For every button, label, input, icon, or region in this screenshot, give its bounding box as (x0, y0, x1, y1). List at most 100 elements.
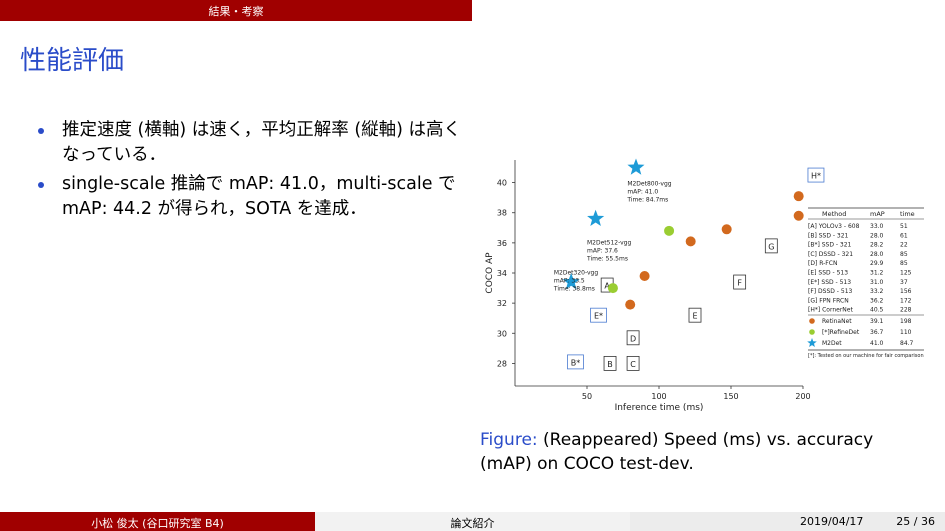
x-tick-label: 100 (651, 392, 666, 401)
section-header: 結果・考察 (0, 0, 472, 21)
x-tick-label: 150 (723, 392, 738, 401)
footer-right-cell: 2019/04/17 25 / 36 (630, 512, 945, 531)
y-tick-label: 32 (497, 299, 507, 308)
method-box-label: A (604, 282, 610, 291)
footer: 小松 俊太 (谷口研究室 B4) 論文紹介 2019/04/17 25 / 36 (0, 512, 945, 531)
point-annotation: mAP: 37.6 (587, 247, 618, 254)
method-box-label: E (692, 312, 697, 321)
table-cell: 85 (900, 251, 908, 258)
point-annotation: Time: 84.7ms (626, 197, 668, 204)
caption-label: Figure: (480, 430, 538, 450)
legend-time: 110 (900, 329, 912, 336)
bullet-dot-icon (38, 182, 44, 188)
bullet-item: 推定速度 (横軸) は速く，平均正解率 (縦軸) は高くなっている． (38, 118, 478, 168)
table-header: mAP (870, 210, 885, 218)
method-box-label: B* (571, 358, 581, 367)
table-cell: 85 (900, 260, 908, 267)
method-box-label: H* (811, 172, 821, 181)
table-cell: 61 (900, 232, 908, 239)
point-annotation: M2Det320-vgg (554, 270, 598, 277)
bullet-text: 推定速度 (横軸) は速く，平均正解率 (縦軸) は高くなっている． (62, 120, 462, 165)
table-cell: 22 (900, 242, 908, 249)
table-cell: [D] R-FCN (808, 260, 837, 267)
table-header: Method (822, 210, 846, 218)
table-cell: 156 (900, 288, 912, 295)
legend-name: RetinaNet (822, 318, 852, 325)
method-box (764, 238, 778, 254)
legend-time: 84.7 (900, 340, 914, 347)
table-cell: 36.2 (870, 297, 884, 304)
speed-accuracy-chart: 28 30 32 34 36 38 40 50 100 150 200 Inference time … (485, 158, 924, 413)
legend-map: 41.0 (870, 340, 884, 347)
legend-name: [*]RefineDet (822, 329, 860, 336)
table-header: time (900, 210, 915, 218)
point-annotation: mAP: 41.0 (627, 189, 658, 196)
point-annotation: M2Det800-vgg (627, 181, 671, 188)
table-cell: 28.0 (870, 251, 884, 258)
table-cell: 172 (900, 297, 912, 304)
y-tick-label: 36 (497, 239, 507, 248)
method-box (603, 355, 617, 371)
method-box-label: C (630, 360, 636, 369)
footer-date: 2019/04/17 (800, 515, 864, 528)
table-cell: [E*] SSD - 513 (808, 279, 851, 286)
x-tick-label: 50 (582, 392, 592, 401)
table-cell: 125 (900, 270, 912, 277)
table-cell: 31.2 (870, 270, 884, 277)
m2det-star-point (587, 209, 605, 226)
x-tick-label: 200 (795, 392, 810, 401)
y-axis-label: COCO AP (485, 252, 495, 294)
method-box-label: B (607, 360, 613, 369)
method-box (626, 355, 640, 371)
table-cell: [A] YOLOv3 - 608 (808, 223, 860, 230)
y-tick-label: 30 (497, 329, 507, 338)
scatter-point (625, 299, 636, 310)
section-label: 結果・考察 (208, 5, 264, 18)
y-tick-label: 40 (497, 179, 507, 188)
scatter-point (685, 236, 696, 247)
table-cell: [G] FPN FRCN (808, 297, 849, 304)
legend-circle-icon (809, 329, 815, 335)
caption-text: (Reappeared) Speed (ms) vs. accuracy (mA… (480, 430, 874, 474)
figure-caption: Figure: (Reappeared) Speed (ms) vs. accu… (480, 428, 900, 476)
method-box (590, 307, 607, 323)
table-cell: 51 (900, 223, 908, 230)
bullet-list: 推定速度 (横軸) は速く，平均正解率 (縦軸) は高くなっている． singl… (38, 118, 478, 226)
table-cell: 28.2 (870, 242, 884, 249)
table-cell: 33.2 (870, 288, 884, 295)
point-annotation: mAP: 33.5 (554, 278, 585, 285)
method-box (733, 274, 747, 290)
bullet-text: single-scale 推論で mAP: 41.0，multi-scale で… (62, 174, 456, 219)
point-annotation: Time: 38.8ms (553, 286, 595, 293)
scatter-point (607, 283, 618, 294)
legend-map: 36.7 (870, 329, 884, 336)
table-cell: 40.5 (870, 307, 884, 314)
table-cell: 228 (900, 307, 912, 314)
footer-page-number: 25 / 36 (896, 515, 935, 528)
footer-title: 論文紹介 (450, 517, 495, 530)
table-cell: [F] DSSD - 513 (808, 288, 853, 295)
y-tick-label: 38 (497, 209, 507, 218)
scatter-point (721, 224, 732, 235)
bullet-dot-icon (38, 128, 44, 134)
method-box-label: F (737, 279, 742, 288)
table-cell: [B] SSD - 321 (808, 232, 849, 239)
figure: 28 30 32 34 36 38 40 50 100 150 200 Inference time … (480, 150, 940, 420)
table-cell: [B*] SSD - 321 (808, 242, 852, 249)
scatter-point (639, 271, 650, 282)
footer-author: 小松 俊太 (谷口研究室 B4) (91, 517, 224, 530)
scatter-point (793, 210, 804, 221)
table-cell: [C] DSSD - 321 (808, 251, 853, 258)
method-box (688, 307, 702, 323)
legend-map: 39.1 (870, 318, 884, 325)
method-box-label: G (768, 242, 774, 251)
legend-time: 198 (900, 318, 912, 325)
method-box (807, 167, 825, 183)
method-box-label: E* (594, 312, 603, 321)
top-bar-accent (0, 0, 472, 21)
legend-star-icon (807, 338, 817, 347)
table-cell: [E] SSD - 513 (808, 270, 848, 277)
table-cell: 37 (900, 279, 908, 286)
m2det-star-point (562, 273, 580, 290)
slide-title: 性能評価 (20, 46, 125, 76)
